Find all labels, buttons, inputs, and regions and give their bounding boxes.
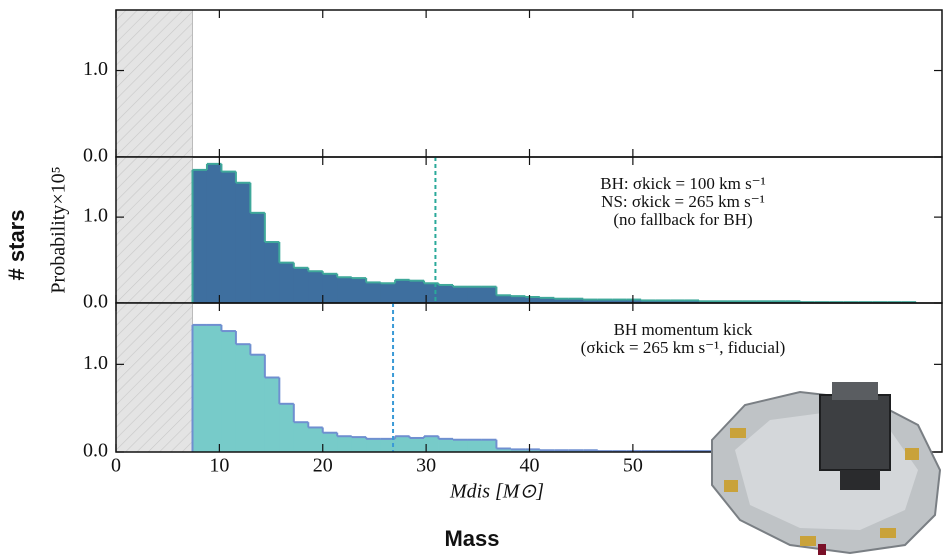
hist-bar xyxy=(279,403,295,452)
hist-bar xyxy=(510,296,526,303)
hist-bar xyxy=(670,300,685,303)
hist-bar xyxy=(612,299,628,303)
hist-bar xyxy=(235,344,251,452)
y-tick-label: 1.0 xyxy=(83,352,108,374)
outer-x-label: Mass xyxy=(444,526,499,551)
hist-bar xyxy=(351,437,367,452)
hist-bar xyxy=(481,286,497,303)
annotation: (σkick = 265 km s⁻¹, fiducial) xyxy=(581,338,786,357)
annotation: NS: σkick = 265 km s⁻¹ xyxy=(601,192,765,211)
hist-bar xyxy=(293,422,309,452)
hist-bar xyxy=(525,296,541,303)
y-tick-label: 0.0 xyxy=(83,145,108,167)
hist-bar xyxy=(481,439,497,452)
x-tick-label: 30 xyxy=(416,455,436,477)
hist-bar xyxy=(293,267,309,303)
hist-bar xyxy=(308,427,324,452)
hist-bar xyxy=(539,297,555,303)
hist-bar xyxy=(525,449,541,452)
hist-bar xyxy=(264,242,280,303)
hist-bar xyxy=(453,286,468,303)
hist-bar xyxy=(496,295,512,303)
hist-bar xyxy=(366,438,382,452)
hist-bar xyxy=(192,169,208,303)
annotation: BH: σkick = 100 km s⁻¹ xyxy=(600,174,766,193)
outer-y-label: # stars xyxy=(4,210,29,281)
hist-bar xyxy=(206,324,222,452)
hist-bar xyxy=(496,448,512,452)
hist-bar xyxy=(510,449,526,452)
hist-bar xyxy=(337,277,353,303)
hist-bar xyxy=(264,377,280,452)
panel-frame xyxy=(115,9,943,158)
y-tick-label: 0.0 xyxy=(83,291,108,313)
hist-bar xyxy=(250,354,266,452)
hist-bar xyxy=(409,437,425,452)
x-tick-label: 50 xyxy=(623,455,643,477)
hist-bar xyxy=(192,324,208,452)
hist-bar xyxy=(250,212,266,303)
hist-bar xyxy=(467,439,483,452)
shaded-edge xyxy=(191,10,193,157)
hist-bar xyxy=(395,279,410,303)
y-tick-label: 1.0 xyxy=(83,58,108,80)
hist-bar xyxy=(235,182,251,303)
hist-bar xyxy=(206,163,222,303)
hist-bar xyxy=(597,299,613,303)
satellite-image xyxy=(711,382,942,555)
shaded-region xyxy=(116,303,193,452)
hist-bar xyxy=(322,432,338,452)
x-tick-label: 40 xyxy=(520,455,540,477)
y-tick-label: 1.0 xyxy=(83,205,108,227)
shaded-region xyxy=(116,157,193,303)
hist-bar xyxy=(626,299,642,303)
hist-bar xyxy=(221,331,237,452)
hist-bar xyxy=(395,436,410,452)
hist-bar xyxy=(279,262,295,303)
y-tick-label: 0.0 xyxy=(83,440,108,462)
annotation: BH momentum kick xyxy=(614,320,753,339)
hist-bar xyxy=(308,271,324,303)
x-tick-label: 20 xyxy=(313,455,333,477)
hist-bar xyxy=(554,298,570,303)
annotation: (no fallback for BH) xyxy=(613,210,752,229)
hist-bar xyxy=(438,438,454,452)
hist-bar xyxy=(655,300,671,303)
hist-bar xyxy=(467,286,483,303)
hist-bar xyxy=(322,273,338,303)
y-axis-label: Probability×10⁵ xyxy=(48,166,70,293)
hist-bar xyxy=(409,280,425,303)
hist-bar xyxy=(424,436,439,452)
hist-bar xyxy=(641,300,657,303)
hist-bar xyxy=(337,436,353,452)
hist-bar xyxy=(380,283,396,303)
hist-bar xyxy=(366,282,382,303)
hist-bar xyxy=(380,438,396,452)
shaded-region xyxy=(116,10,193,157)
x-axis-label: Mdis [M⊙] xyxy=(449,481,544,503)
hist-bar xyxy=(453,439,468,452)
hist-bar xyxy=(583,299,599,303)
hist-bar xyxy=(568,298,584,303)
x-tick-label: 10 xyxy=(209,455,229,477)
hist-bar xyxy=(351,278,367,303)
hist-bar xyxy=(438,284,454,303)
x-tick-label: 0 xyxy=(111,455,121,477)
hist-bar xyxy=(684,300,700,303)
hist-bar xyxy=(221,171,237,303)
